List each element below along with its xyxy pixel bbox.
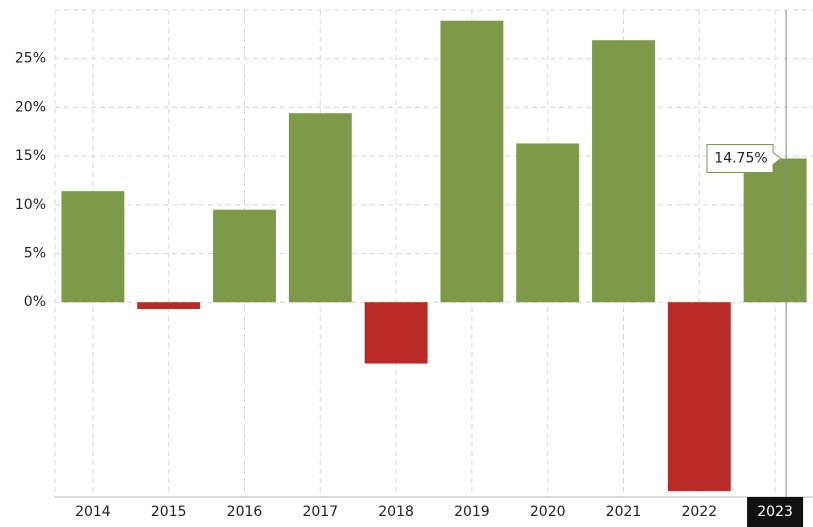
bar <box>213 209 276 303</box>
bar <box>137 302 201 310</box>
y-tick-label: 15% <box>15 148 46 164</box>
bar <box>440 20 504 303</box>
x-label-highlight <box>747 497 804 527</box>
bar <box>364 302 428 364</box>
tooltip-box <box>706 144 782 174</box>
bar <box>516 143 580 303</box>
x-tick-label: 2015 <box>151 504 187 520</box>
bar <box>743 158 807 303</box>
value-label: 14.75% <box>714 151 767 167</box>
x-tick-label: 2018 <box>378 504 414 520</box>
y-tick-label: 5% <box>24 246 46 262</box>
y-tick-label: 20% <box>15 99 46 115</box>
y-tick-label: 10% <box>15 197 46 213</box>
x-tick-label: 2023 <box>757 504 793 520</box>
x-tick-label: 2014 <box>75 504 111 520</box>
x-tick-label: 2021 <box>606 504 642 520</box>
bar <box>288 113 352 303</box>
bars <box>61 20 807 492</box>
x-tick-label: 2022 <box>681 504 717 520</box>
x-tick-label: 2017 <box>302 504 338 520</box>
bar <box>667 302 731 492</box>
x-tick-label: 2020 <box>530 504 566 520</box>
y-tick-label: 25% <box>15 51 46 67</box>
bar <box>592 40 655 303</box>
x-tick-label: 2016 <box>227 504 263 520</box>
y-tick-label: 0% <box>24 294 46 310</box>
bar <box>61 191 125 303</box>
x-tick-label: 2019 <box>454 504 490 520</box>
